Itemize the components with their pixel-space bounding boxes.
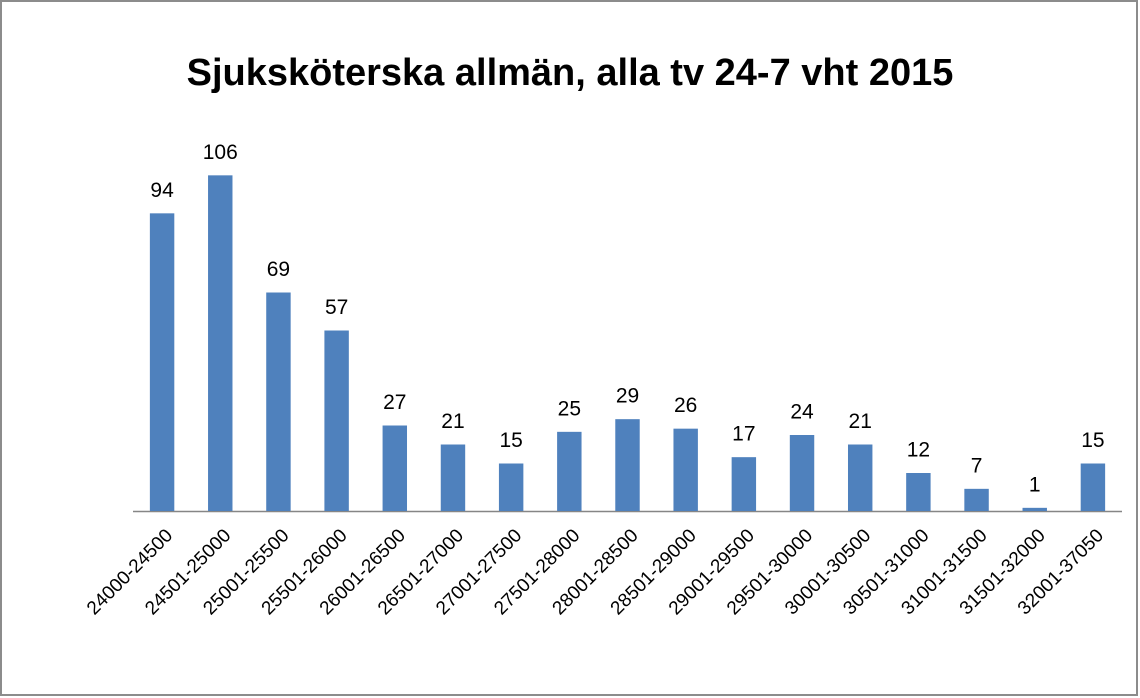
bar: [964, 488, 989, 511]
data-label: 15: [1081, 429, 1104, 452]
data-label: 29: [616, 385, 639, 408]
bar: [789, 435, 815, 511]
data-label: 25: [558, 397, 581, 420]
bar: [847, 444, 873, 511]
bar: [382, 425, 408, 511]
bar: [498, 463, 524, 511]
bar: [440, 444, 466, 511]
bar: [208, 175, 233, 512]
chart-title: Sjuksköterska allmän, alla tv 24-7 vht 2…: [187, 52, 954, 94]
data-label: 21: [849, 410, 872, 433]
data-label: 7: [971, 454, 983, 477]
data-label: 26: [674, 394, 697, 417]
data-label: 17: [732, 423, 755, 446]
bar: [615, 419, 640, 511]
data-label: 15: [499, 429, 522, 452]
data-label: 1: [1029, 473, 1041, 496]
bar: [1022, 507, 1047, 511]
data-label: 27: [383, 391, 406, 414]
bar: [557, 431, 582, 511]
data-label: 21: [441, 410, 464, 433]
bar: [731, 457, 757, 511]
data-label: 69: [267, 258, 290, 281]
bar: [906, 473, 931, 511]
bar: [266, 292, 291, 511]
data-label: 106: [203, 141, 238, 164]
data-label: 24: [790, 401, 814, 424]
data-label: 12: [907, 439, 930, 462]
bar: [1080, 463, 1106, 511]
bar: [673, 428, 698, 511]
bar: [324, 330, 349, 511]
data-label: 57: [325, 296, 348, 319]
bar: [149, 213, 175, 512]
data-label: 94: [150, 179, 174, 202]
